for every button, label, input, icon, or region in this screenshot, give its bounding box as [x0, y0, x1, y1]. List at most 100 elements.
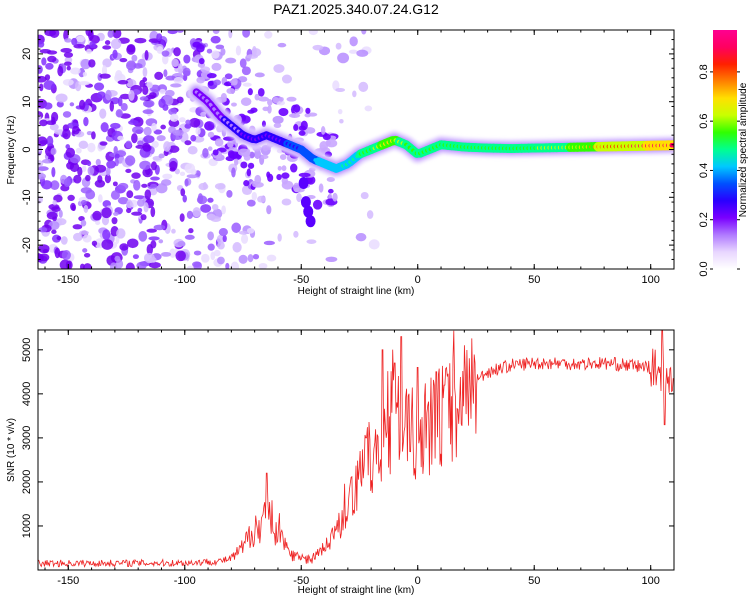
spectrogram-noise-cell — [62, 78, 74, 86]
snr-x-tick-label: -50 — [293, 575, 309, 587]
spectrogram-noise-cell — [38, 166, 49, 171]
spectrogram-noise-cell — [142, 77, 148, 82]
colorbar-tick-label: 0.0 — [698, 261, 710, 276]
spectrogram-side-blob — [303, 205, 314, 218]
spectrogram-noise-cell — [325, 256, 338, 262]
spectrogram-noise-cell — [150, 240, 157, 249]
spectrogram-noise-cell — [94, 179, 106, 188]
spectrogram-transition-cell — [230, 102, 237, 107]
spectrogram-noise-cell — [352, 90, 357, 98]
spectrogram-x-tick-label: 100 — [642, 274, 660, 286]
spectrogram-noise-cell — [73, 43, 86, 49]
spectrogram-noise-cell — [119, 58, 128, 63]
spectrogram-transition-cell — [267, 98, 273, 106]
spectrogram-noise-cell — [110, 122, 121, 129]
spectrogram-noise-cell — [249, 151, 255, 159]
spectrogram-side-blob — [305, 215, 316, 228]
spectrogram-noise-cell — [190, 134, 197, 142]
spectrogram-noise-cell — [173, 47, 181, 57]
spectrogram-noise-cell — [193, 250, 202, 256]
spectrogram-noise-cell — [60, 236, 68, 245]
spectrogram-noise-cell — [114, 255, 121, 262]
spectrogram-noise-cell — [251, 46, 257, 57]
spectrogram-noise-cell — [308, 30, 318, 36]
spectrogram-noise-cell — [231, 167, 236, 178]
spectrogram-transition-cell — [237, 148, 250, 157]
spectrogram-transition-cell — [198, 57, 205, 65]
spectrogram-noise-cell — [62, 111, 72, 118]
spectrogram-noise-cell — [179, 117, 186, 123]
spectrogram-noise-cell — [182, 67, 191, 76]
colorbar-tick-label: 0.8 — [698, 64, 710, 79]
spectrogram-noise-cell — [100, 122, 109, 133]
spectrogram-noise-cell — [62, 128, 71, 140]
spectrogram-noise-cell — [97, 194, 103, 203]
spectrogram-noise-cell — [207, 243, 215, 251]
spectrogram-noise-cell — [148, 236, 160, 241]
spectrogram-transition-cell — [258, 96, 269, 102]
snr-y-tick-label: 2000 — [21, 470, 33, 494]
spectrogram-noise-cell — [210, 35, 221, 44]
spectrogram-noise-cell — [52, 199, 57, 206]
spectrogram-noise-cell — [83, 252, 91, 258]
spectrogram-transition-cell — [290, 163, 298, 173]
spectrogram-noise-cell — [56, 101, 64, 108]
spectrogram-noise-cell — [190, 168, 197, 175]
spectrogram-transition-cell — [260, 154, 269, 160]
spectrogram-noise-cell — [218, 228, 228, 237]
spectrogram-noise-cell — [142, 67, 148, 78]
colorbar-ticks: 0.0 0.2 0.4 0.6 0.8 — [698, 64, 740, 277]
spectrogram-noise-cell — [257, 195, 266, 203]
spectrogram-noise-cell — [266, 205, 272, 215]
spectrogram-transition-cell — [267, 105, 272, 114]
spectrogram-noise-cell — [45, 62, 54, 70]
spectrogram-noise-cell — [207, 197, 214, 203]
spectrogram-noise-cell — [160, 124, 166, 130]
spectrogram-noise-cell — [126, 199, 133, 209]
snr-y-tick-label: 1000 — [21, 514, 33, 538]
spectrogram-transition-cell — [196, 76, 205, 84]
spectrogram-noise-cell — [231, 222, 242, 233]
spectrogram-noise-cell — [131, 172, 141, 179]
spectrogram-noise-cell — [162, 173, 173, 180]
spectrogram-transition-cell — [261, 120, 266, 128]
spectrogram-noise-cell — [76, 35, 85, 43]
spectrogram-noise-cell — [144, 50, 149, 61]
spectrogram-transition-cell — [322, 133, 331, 141]
spectrogram-noise-cell — [63, 52, 74, 58]
spectrogram-noise-cell — [99, 141, 108, 146]
spectrogram-transition-cell — [252, 181, 264, 188]
spectrogram-transition-cell — [227, 140, 234, 148]
spectrogram-noise-cell — [168, 145, 180, 153]
spectrogram-side-blob — [298, 176, 309, 189]
spectrogram-noise-cell — [143, 202, 149, 213]
spectrogram-noise-cell — [101, 65, 108, 77]
spectrogram-noise-cell — [71, 204, 76, 212]
colorbar-tick-label: 0.2 — [698, 212, 710, 227]
spectrogram-side-blob — [300, 196, 311, 209]
spectrogram-noise-cell — [117, 182, 129, 190]
spectrogram-noise-cell — [171, 58, 179, 68]
spectrogram-noise-cell — [82, 263, 93, 269]
spectrogram-noise-cell — [120, 103, 128, 112]
spectrogram-noise-cell — [241, 66, 251, 76]
spectrogram-noise-cell — [254, 72, 265, 78]
spectrogram-noise-cell — [163, 69, 168, 78]
spectrogram-noise-cell — [144, 100, 154, 108]
spectrogram-noise-cell — [126, 60, 137, 71]
spectrogram-noise-cell — [226, 190, 233, 198]
spectrogram-transition-cell — [254, 93, 260, 101]
spectrogram-x-tick-label: 50 — [528, 274, 540, 286]
snr-series-line — [38, 330, 674, 568]
spectrogram-transition-cell — [267, 173, 274, 182]
spectrogram-noise-cell — [79, 230, 90, 235]
spectrogram-noise-cell — [150, 161, 157, 171]
spectrogram-transition-cell — [327, 188, 334, 194]
spectrogram-y-tick-label: 0 — [21, 146, 33, 152]
spectrogram-noise-cell — [43, 102, 53, 110]
spectrogram-noise-cell — [225, 57, 237, 64]
spectrogram-noise-cell — [41, 180, 53, 190]
colorbar-tick-label: 0.6 — [698, 114, 710, 129]
spectrogram-noise-cell — [169, 113, 179, 122]
spectrogram-noise-cell — [126, 190, 134, 199]
